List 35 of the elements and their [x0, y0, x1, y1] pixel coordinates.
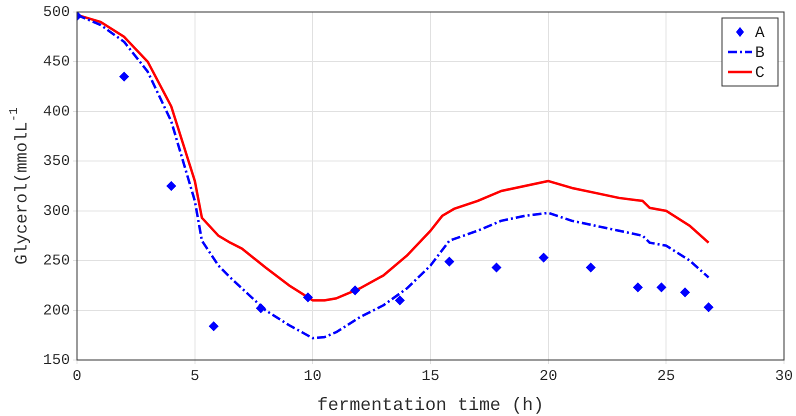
- point: [704, 302, 714, 312]
- y-axis-title: Glycerol(mmolL-1: [7, 107, 32, 265]
- point: [680, 287, 690, 298]
- x-tick-label: 0: [72, 368, 82, 385]
- point: [208, 321, 219, 332]
- point: [394, 295, 405, 306]
- point: [538, 252, 549, 263]
- point: [656, 282, 666, 292]
- x-tick-label: 30: [774, 368, 794, 385]
- point: [491, 262, 502, 273]
- x-tick-label: 15: [421, 368, 440, 385]
- point: [302, 292, 313, 302]
- point: [166, 181, 176, 191]
- point: [444, 256, 454, 267]
- point: [119, 72, 130, 82]
- y-tick-label: 250: [42, 252, 70, 270]
- x-tick-label: 10: [304, 368, 322, 385]
- x-tick-label: 25: [657, 368, 676, 385]
- y-tick-label: 350: [42, 153, 70, 170]
- y-tick-label: 200: [42, 302, 70, 320]
- x-axis-title: fermentation time (h): [317, 396, 544, 416]
- y-tick-label: 150: [42, 352, 70, 369]
- y-tick-label: 450: [42, 54, 70, 71]
- legend-label: B: [755, 44, 765, 62]
- point: [632, 282, 643, 292]
- y-tick-label: 400: [42, 103, 70, 120]
- y-tick-label: 500: [42, 4, 70, 21]
- point: [350, 285, 360, 296]
- point: [586, 262, 596, 273]
- legend-label: A: [755, 24, 765, 42]
- legend-label: C: [755, 64, 765, 82]
- point: [256, 303, 266, 314]
- x-tick-label: 5: [190, 368, 200, 385]
- x-tick-label: 20: [539, 368, 558, 385]
- y-tick-label: 300: [42, 202, 70, 220]
